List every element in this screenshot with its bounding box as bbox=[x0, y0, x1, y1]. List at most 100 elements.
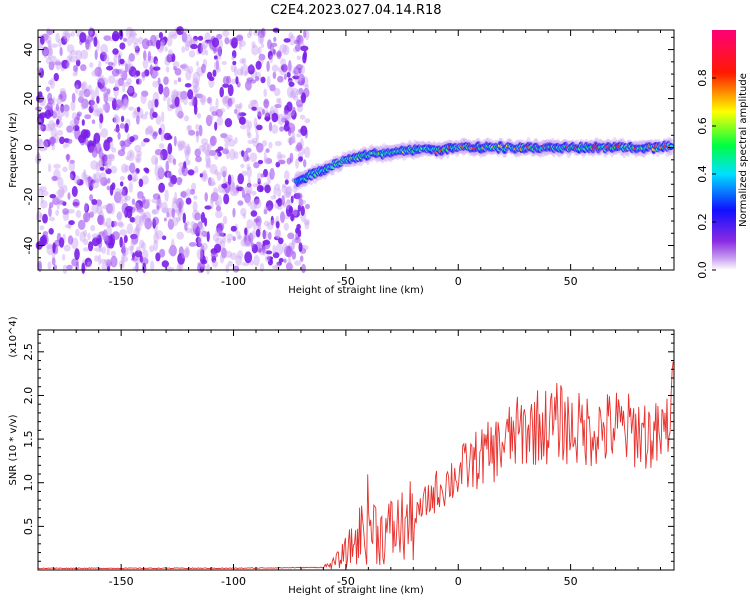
noise-blob bbox=[229, 185, 237, 197]
noise-blob bbox=[75, 84, 79, 94]
noise-blob bbox=[140, 257, 149, 265]
noise-blob bbox=[99, 113, 104, 124]
noise-blob bbox=[46, 102, 53, 111]
noise-blob bbox=[212, 187, 219, 199]
noise-blob bbox=[269, 257, 273, 263]
noise-blob bbox=[136, 246, 141, 253]
noise-blob bbox=[46, 29, 54, 35]
noise-blob bbox=[164, 55, 173, 63]
noise-blob bbox=[262, 240, 271, 245]
noise-blob bbox=[188, 242, 197, 247]
noise-blob bbox=[184, 222, 188, 231]
noise-blob bbox=[121, 246, 129, 257]
noise-blob bbox=[103, 258, 112, 264]
noise-blob bbox=[167, 143, 173, 155]
noise-blob bbox=[286, 157, 292, 165]
noise-blob bbox=[137, 206, 143, 215]
noise-blob bbox=[154, 98, 159, 108]
noise-blob bbox=[289, 90, 297, 99]
noise-blob bbox=[122, 37, 128, 42]
noise-blob bbox=[41, 234, 47, 247]
noise-blob bbox=[209, 115, 214, 121]
noise-blob bbox=[259, 186, 264, 192]
noise-blob bbox=[171, 238, 175, 251]
noise-blob bbox=[88, 99, 95, 106]
x-tick-label: -100 bbox=[221, 575, 246, 588]
noise-blob bbox=[239, 58, 245, 64]
noise-blob bbox=[47, 163, 52, 173]
noise-blob bbox=[197, 35, 204, 41]
noise-blob bbox=[55, 103, 60, 112]
noise-blob bbox=[106, 250, 110, 256]
noise-blob bbox=[143, 50, 147, 61]
noise-blob bbox=[125, 26, 133, 39]
noise-blob bbox=[129, 28, 136, 39]
noise-blob bbox=[48, 120, 55, 131]
noise-blob bbox=[153, 56, 158, 65]
noise-blob bbox=[131, 233, 139, 245]
noise-blob bbox=[96, 199, 102, 207]
noise-blob bbox=[174, 96, 180, 108]
noise-blob bbox=[247, 198, 251, 207]
noise-blob bbox=[126, 78, 132, 85]
noise-blob bbox=[245, 119, 250, 127]
noise-blob bbox=[132, 175, 139, 182]
noise-blob bbox=[184, 115, 189, 122]
noise-blob bbox=[70, 31, 76, 37]
noise-blob bbox=[102, 91, 109, 103]
noise-blob bbox=[51, 257, 56, 266]
noise-blob bbox=[253, 161, 260, 169]
noise-blob bbox=[288, 60, 292, 72]
noise-blob bbox=[208, 150, 217, 156]
noise-blob bbox=[47, 80, 54, 85]
noise-blob bbox=[283, 222, 289, 231]
noise-blob bbox=[152, 209, 157, 215]
noise-blob bbox=[199, 266, 204, 273]
noise-blob bbox=[209, 105, 217, 113]
noise-blob bbox=[285, 186, 292, 198]
noise-blob bbox=[176, 140, 181, 148]
noise-blob bbox=[217, 222, 225, 231]
noise-blob bbox=[172, 61, 180, 68]
noise-blob bbox=[157, 165, 163, 173]
noise-blob bbox=[287, 137, 296, 144]
x-tick-label: 50 bbox=[564, 275, 578, 288]
noise-blob bbox=[146, 198, 151, 204]
noise-blob bbox=[205, 49, 209, 56]
noise-blob bbox=[212, 47, 220, 52]
noise-blob bbox=[187, 66, 194, 74]
noise-blob bbox=[134, 215, 142, 226]
noise-blob bbox=[286, 71, 291, 78]
noise-blob bbox=[195, 212, 201, 221]
noise-blob bbox=[165, 160, 169, 173]
noise-blob bbox=[161, 207, 170, 214]
noise-blob bbox=[61, 254, 66, 261]
noise-blob bbox=[112, 117, 117, 123]
noise-blob bbox=[163, 217, 167, 222]
noise-blob bbox=[283, 38, 291, 43]
noise-blob bbox=[260, 76, 266, 84]
noise-blob bbox=[91, 199, 98, 205]
noise-blob bbox=[265, 148, 270, 153]
noise-blob bbox=[233, 191, 239, 196]
noise-blob bbox=[212, 260, 218, 268]
noise-blob bbox=[135, 70, 141, 77]
noise-blob bbox=[248, 120, 252, 130]
noise-blob bbox=[246, 125, 251, 137]
x-tick-label: -150 bbox=[109, 575, 134, 588]
noise-blob bbox=[78, 89, 84, 97]
noise-blob bbox=[75, 228, 80, 237]
noise-blob bbox=[253, 218, 260, 223]
noise-blob bbox=[61, 59, 69, 69]
noise-blob bbox=[224, 118, 233, 128]
noise-blob bbox=[136, 78, 140, 85]
noise-blob bbox=[119, 58, 125, 65]
noise-blob bbox=[39, 186, 47, 192]
noise-blob bbox=[224, 250, 232, 258]
noise-blob bbox=[157, 167, 165, 180]
noise-blob bbox=[217, 146, 224, 151]
noise-blob bbox=[83, 229, 88, 238]
noise-blob bbox=[145, 126, 153, 135]
noise-blob bbox=[135, 200, 144, 210]
colorbar-tick-label: 0.8 bbox=[696, 69, 709, 87]
